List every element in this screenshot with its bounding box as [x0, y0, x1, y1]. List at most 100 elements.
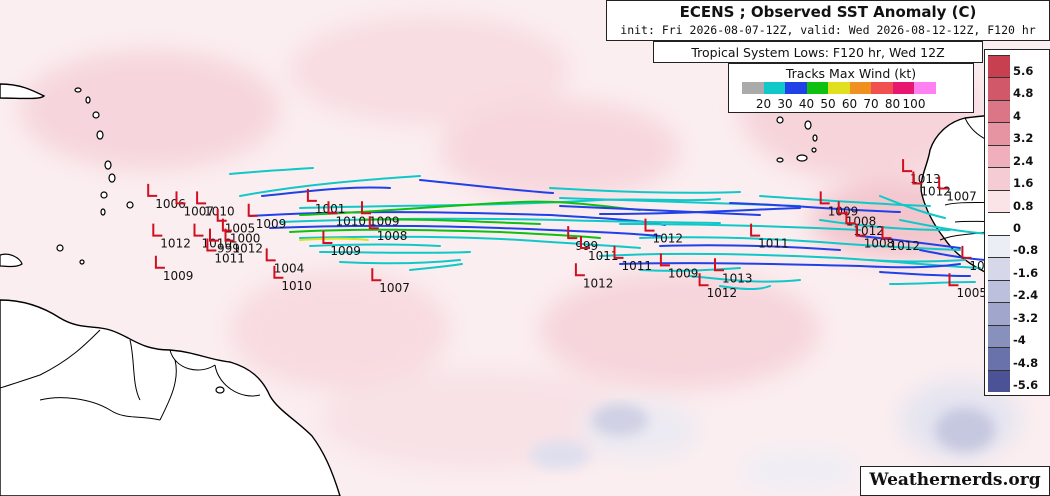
tropical-low: 1010: [327, 201, 367, 228]
low-marker: [273, 265, 284, 279]
low-marker: [580, 236, 590, 249]
low-pressure-label: 1007: [379, 281, 410, 295]
colorbar-cell: [988, 347, 1010, 370]
low-marker: [819, 191, 830, 205]
low-pressure-label: 1011: [588, 249, 619, 263]
low-pressure-label: 1012: [890, 239, 921, 253]
colorbar-label: -5.6: [1013, 378, 1039, 393]
low-marker: [855, 223, 866, 237]
low-marker: [644, 218, 655, 232]
low-pressure-label: 1009: [163, 269, 194, 283]
low-pressure-label: 1012: [233, 242, 264, 256]
colorbar-label: 3.2: [1013, 131, 1034, 146]
low-marker: [902, 159, 913, 173]
low-pressure-label: 1011: [622, 259, 653, 273]
colorbar-cell: [988, 234, 1010, 258]
colorbar-label: 5.6: [1013, 63, 1034, 78]
credit-panel: Weathernerds.org: [860, 466, 1050, 496]
wind-legend-tick: 30: [777, 97, 793, 111]
credit-text: Weathernerds.org: [869, 470, 1041, 490]
colorbar-label: -0.8: [1013, 243, 1039, 258]
low-marker: [938, 176, 949, 190]
low-marker: [147, 183, 158, 197]
low-pressure-label: 1007: [946, 190, 977, 204]
tropical-low: 1001: [306, 188, 346, 216]
wind-legend-tick: 60: [841, 97, 858, 111]
low-pressure-label: 1010: [204, 204, 235, 218]
low-marker: [659, 253, 670, 267]
low-pressure-label: 1012: [653, 232, 684, 246]
low-pressure-label: 1001: [315, 202, 346, 216]
low-marker: [327, 201, 338, 215]
colorbar-label: -2.4: [1013, 288, 1039, 303]
low-pressure-label: 1012: [583, 276, 614, 290]
low-marker: [196, 191, 207, 205]
low-marker: [837, 201, 848, 215]
low-pressure-label: 1011: [758, 237, 789, 251]
tropical-low: 1004: [265, 248, 304, 275]
wind-legend-title: Tracks Max Wind (kt): [785, 66, 917, 81]
low-pressure-label: 1008: [864, 237, 895, 251]
tropical-low: 1012: [224, 228, 264, 256]
low-pressure-label: 999: [217, 242, 240, 256]
colorbar-cell: [988, 122, 1010, 145]
low-marker: [322, 231, 333, 244]
map-subtitle: init: Fri 2026-08-07-12Z, valid: Wed 202…: [620, 23, 1036, 37]
wind-legend: Tracks Max Wind (kt) 20 30 40 50 60 70 80 100: [728, 63, 974, 113]
tropical-low: 1010: [196, 191, 235, 218]
tropical-low: 1009: [361, 201, 400, 228]
low-pressure-label: 1009: [369, 214, 400, 228]
sst-colorbar-scale: [988, 55, 1010, 392]
low-marker: [613, 245, 624, 259]
tropical-low: 1005: [948, 273, 987, 300]
low-pressure-label: 1010: [281, 279, 312, 293]
tropical-low: 999: [209, 228, 240, 256]
colorbar-cell: [988, 167, 1010, 190]
low-pressure-label: 1009: [668, 266, 699, 280]
tropical-low: 1011: [206, 238, 245, 266]
wind-legend-swatch: [806, 82, 828, 94]
wind-legend-ticks: 20 30 40 50 60 70 80 100: [742, 97, 967, 111]
wind-legend-tick: 50: [820, 97, 836, 111]
low-marker: [152, 223, 163, 237]
low-pressure-label: 1010: [336, 214, 367, 228]
colorbar-cell: [988, 144, 1010, 168]
tropical-low: 1012: [152, 223, 191, 251]
wind-legend-tick: 40: [798, 97, 815, 111]
colorbar-label: 4: [1013, 108, 1022, 123]
tropical-low: 1012: [698, 273, 737, 300]
low-marker: [154, 255, 165, 269]
tracks-header-panel: Tropical System Lows: F120 hr, Wed 12Z: [653, 41, 983, 63]
colorbar-label: -1.6: [1013, 265, 1039, 280]
low-pressure-label: 1012: [160, 237, 191, 251]
ensemble-tracks: [229, 167, 991, 290]
tropical-low: 1008: [855, 223, 895, 251]
title-panel: ECENS ; Observed SST Anomaly (C) init: F…: [606, 0, 1050, 41]
tropical-low: 1008: [837, 201, 876, 228]
colorbar-cell: [988, 212, 1010, 235]
low-marker: [750, 223, 761, 237]
low-pressure-label: 1011: [214, 252, 245, 266]
low-marker: [175, 191, 186, 205]
wind-legend-swatch: [785, 82, 807, 94]
colorbar-cell: [988, 77, 1010, 100]
colorbar-label: 0.8: [1013, 198, 1034, 213]
low-marker: [714, 258, 724, 272]
tropical-low: 1010: [273, 265, 312, 293]
sst-colorbar: 5.6 4.8 4 3.2 2.4 1.6 0.8 0 -0.8 -1.6 -2.4 -3.2 -4 -4…: [984, 49, 1050, 396]
tropical-low: 1009: [322, 231, 361, 258]
tropical-low: 1009: [154, 255, 194, 283]
puerto-rico-land: [0, 83, 46, 100]
tropical-low: 1012: [574, 263, 614, 290]
low-marker: [574, 263, 585, 277]
low-marker: [247, 203, 258, 217]
colorbar-cell: [988, 324, 1010, 348]
low-marker: [206, 238, 217, 252]
low-pressure-label: 1005: [225, 222, 256, 236]
colorbar-label: -4.8: [1013, 355, 1039, 370]
low-marker: [209, 228, 219, 242]
low-marker: [845, 211, 856, 225]
tropical-low: 1011: [750, 223, 789, 251]
colorbar-label: 2.4: [1013, 153, 1034, 168]
